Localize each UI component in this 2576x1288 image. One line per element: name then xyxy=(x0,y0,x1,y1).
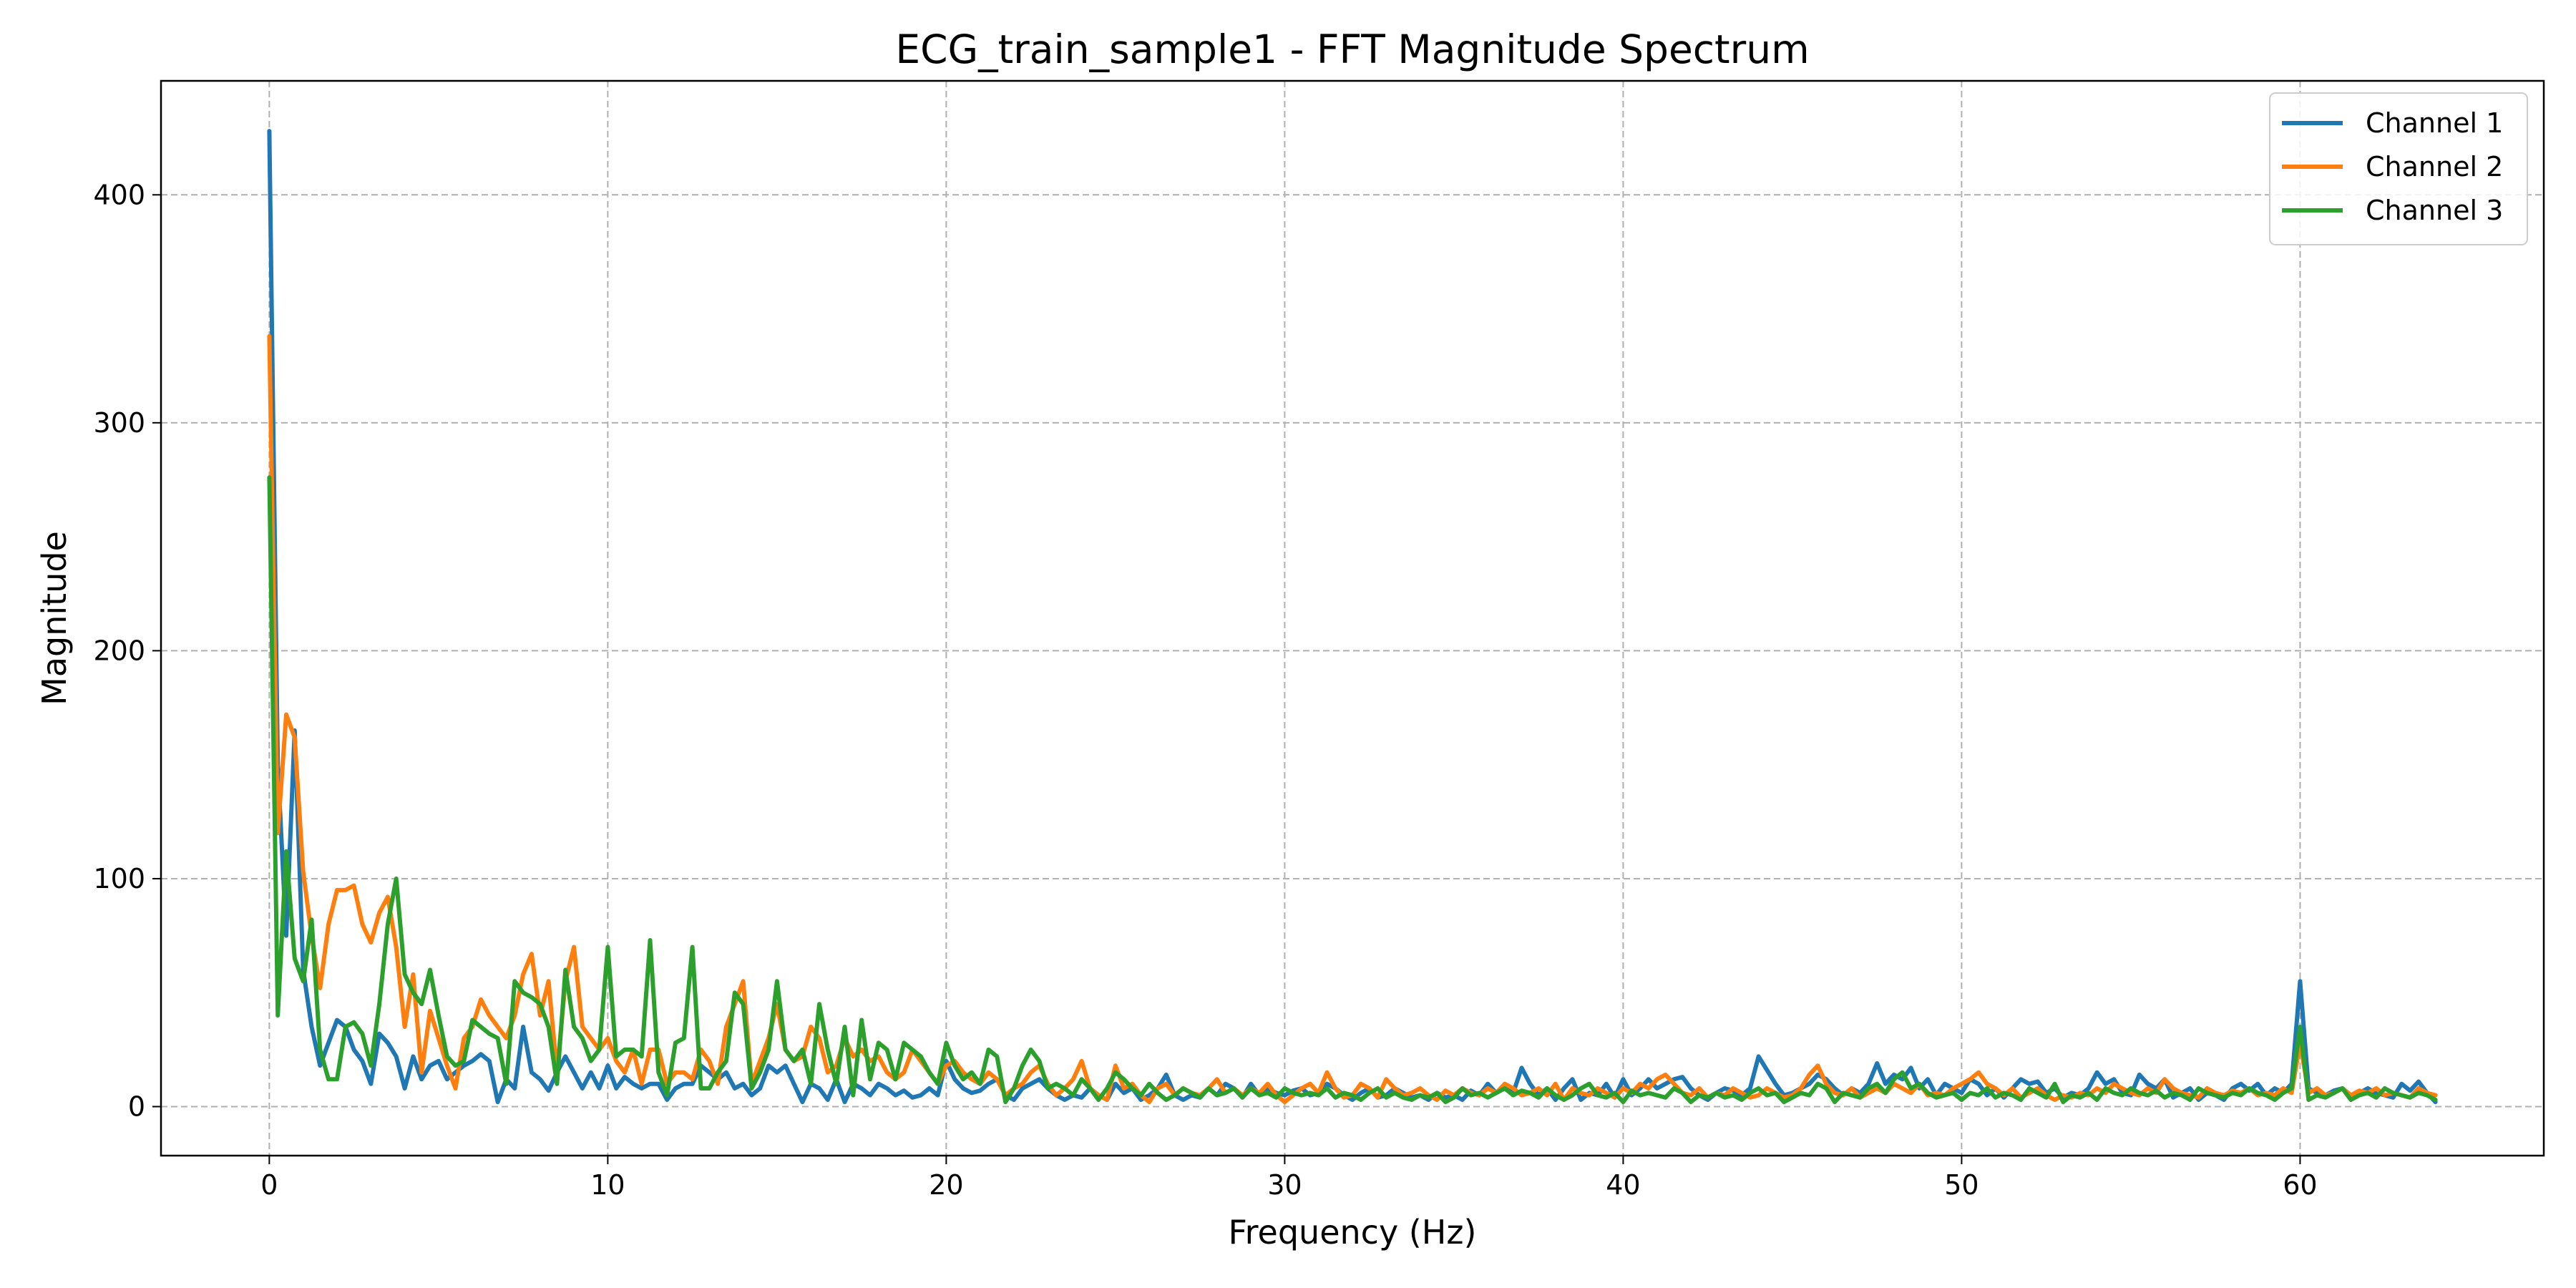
y-axis-title: Magnitude xyxy=(35,531,74,706)
x-tick-label: 30 xyxy=(1267,1169,1302,1201)
x-tick-label: 60 xyxy=(2283,1169,2317,1201)
axis-ticks: 0 10 20 30 40 50 60 0 100 200 300 400 xyxy=(93,179,2317,1201)
series-lines xyxy=(267,129,2438,1105)
x-tick-label: 0 xyxy=(260,1169,278,1201)
y-tick-label: 400 xyxy=(93,179,145,210)
y-tick-label: 200 xyxy=(93,635,145,666)
y-tick-label: 0 xyxy=(128,1091,145,1123)
x-tick-label: 50 xyxy=(1944,1169,1979,1201)
chart-title: ECG_train_sample1 - FFT Magnitude Spectr… xyxy=(895,26,1809,72)
x-tick-label: 40 xyxy=(1606,1169,1640,1201)
legend-label: Channel 3 xyxy=(2366,195,2503,226)
x-tick-label: 10 xyxy=(590,1169,625,1201)
x-axis-title: Frequency (Hz) xyxy=(1229,1213,1477,1252)
grid xyxy=(161,81,2544,1156)
legend-label: Channel 1 xyxy=(2366,107,2503,139)
legend-box xyxy=(2269,92,2528,245)
legend: Channel 1 Channel 2 Channel 3 xyxy=(2269,92,2528,245)
y-tick-label: 100 xyxy=(93,863,145,894)
plot-frame xyxy=(160,79,2545,1157)
legend-label: Channel 2 xyxy=(2366,151,2503,182)
y-tick-label: 300 xyxy=(93,407,145,439)
x-tick-label: 20 xyxy=(929,1169,963,1201)
series-line-channel-3 xyxy=(267,475,2438,1105)
